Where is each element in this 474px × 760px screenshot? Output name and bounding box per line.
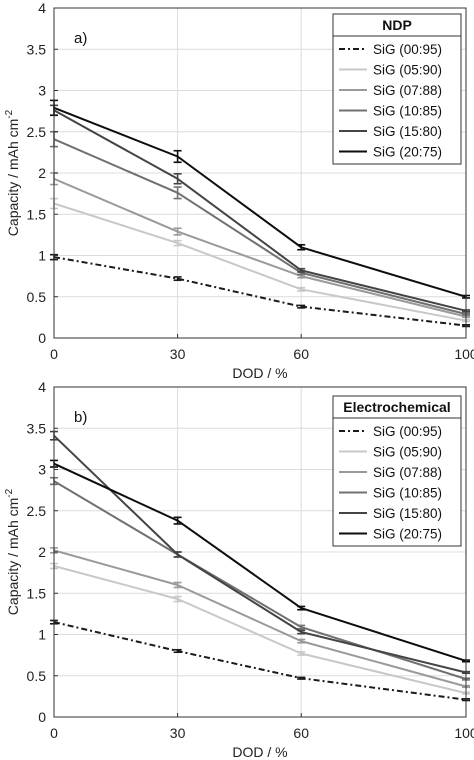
series-line-2 [53, 549, 467, 688]
legend: NDP SiG (00:95) SiG (05:90) SiG (07:88) SiG … [332, 13, 462, 165]
y-tick-label: 3 [38, 462, 46, 478]
y-tick-label: 2.5 [27, 124, 47, 140]
legend-entry: SiG (15:80) [373, 506, 442, 521]
series-line-0 [53, 621, 467, 701]
legend-entry: SiG (00:95) [373, 424, 442, 439]
series-line-3 [53, 138, 467, 316]
y-tick-label: 4 [38, 0, 46, 16]
x-tick-label: 30 [170, 346, 186, 362]
x-tick-label: 0 [50, 725, 58, 741]
legend-entry: SiG (10:85) [373, 104, 442, 119]
legend-title: NDP [382, 17, 412, 33]
y-axis-label-main: Capacity / mAh cm [5, 119, 21, 236]
y-tick-label: 2.5 [27, 503, 47, 519]
y-tick-label: 3 [38, 83, 46, 99]
y-axis-label-main: Capacity / mAh cm [5, 498, 21, 615]
series-line-5 [53, 106, 467, 298]
x-tick-label: 60 [293, 725, 309, 741]
panel-label: a) [74, 30, 87, 47]
series-line-2 [53, 177, 467, 318]
legend-entry: SiG (07:88) [373, 83, 442, 98]
series-line-1 [53, 202, 467, 322]
y-tick-label: 3.5 [27, 420, 47, 436]
legend-entry: SiG (07:88) [373, 465, 442, 480]
legend-entry: SiG (00:95) [373, 42, 442, 57]
legend-entry: SiG (05:90) [373, 445, 442, 460]
y-axis-label: Capacity / mAh cm-2 [4, 109, 21, 236]
y-tick-label: 0 [38, 330, 46, 346]
series-line-1 [53, 565, 467, 695]
y-tick-label: 0 [38, 709, 46, 725]
legend-title: Electrochemical [343, 399, 450, 415]
x-tick-label: 100 [454, 346, 474, 362]
legend-entry: SiG (05:90) [373, 63, 442, 78]
y-tick-label: 0.5 [27, 289, 47, 305]
y-tick-label: 2 [38, 165, 46, 181]
x-axis-label: DOD / % [232, 365, 287, 381]
y-tick-label: 4 [38, 379, 46, 395]
legend-entry: SiG (15:80) [373, 124, 442, 139]
chart-panel-a: 0 0.5 1 1.5 2 2.5 3 3.5 4 0 30 60 100 DOD / % Capacity… [4, 0, 474, 381]
x-axis-label: DOD / % [232, 744, 287, 760]
y-axis-label-superscript: -2 [4, 109, 15, 118]
x-tick-label: 100 [454, 725, 474, 741]
series-line-5 [53, 462, 467, 662]
series-line-4 [53, 109, 467, 312]
y-tick-label: 2 [38, 544, 46, 560]
legend-entry: SiG (20:75) [373, 527, 442, 542]
y-tick-label: 1.5 [27, 206, 47, 222]
legend-entry: SiG (20:75) [373, 145, 442, 160]
legend-entry: SiG (10:85) [373, 486, 442, 501]
series-line-4 [53, 434, 467, 674]
x-tick-label: 0 [50, 346, 58, 362]
x-tick-label: 30 [170, 725, 186, 741]
y-axis-label-superscript: -2 [4, 488, 15, 497]
legend: Electrochemical SiG (00:95) SiG (05:90) SiG… [332, 395, 462, 547]
y-tick-label: 0.5 [27, 668, 47, 684]
chart-panel-b: 0 0.5 1 1.5 2 2.5 3 3.5 4 0 30 60 100 DOD / % Capacity… [4, 379, 474, 760]
panel-label: b) [74, 409, 87, 426]
y-tick-label: 1 [38, 248, 46, 264]
y-tick-label: 1 [38, 627, 46, 643]
x-tick-label: 60 [293, 346, 309, 362]
y-tick-label: 3.5 [27, 41, 47, 57]
y-tick-label: 1.5 [27, 585, 47, 601]
y-axis-label: Capacity / mAh cm-2 [4, 488, 21, 615]
